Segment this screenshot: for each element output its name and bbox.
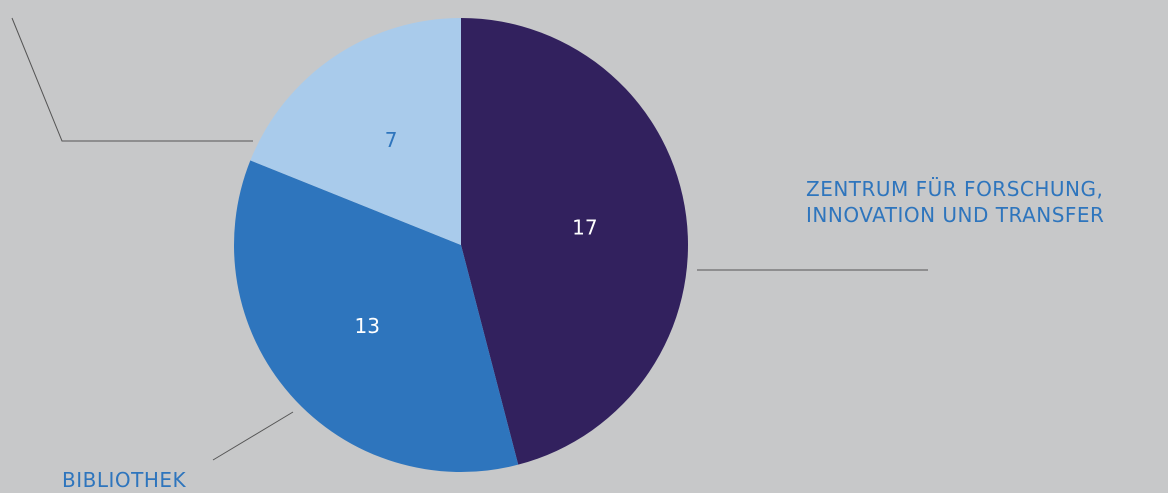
pie-slice <box>461 18 688 465</box>
value-label: 17 <box>572 216 597 240</box>
category-label: BIBLIOTHEK <box>62 468 187 492</box>
pie-slice <box>233 160 519 472</box>
pie-slice <box>250 18 461 245</box>
value-label: 7 <box>385 128 398 152</box>
value-label: 13 <box>355 314 380 338</box>
leader-line <box>11 17 253 142</box>
leader-line <box>212 411 294 461</box>
leader-lines <box>11 17 928 461</box>
category-label: ZENTRUM FÜR FORSCHUNG, INNOVATION UND TR… <box>806 177 1105 227</box>
